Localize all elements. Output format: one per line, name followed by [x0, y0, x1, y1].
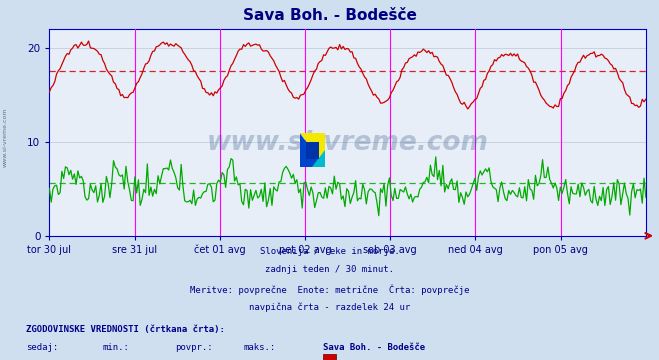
Text: Sava Boh. - Bodešče: Sava Boh. - Bodešče: [243, 8, 416, 23]
Polygon shape: [312, 150, 325, 167]
Text: www.si-vreme.com: www.si-vreme.com: [207, 130, 488, 156]
Text: sedaj:: sedaj:: [26, 343, 59, 352]
Text: Meritve: povprečne  Enote: metrične  Črta: povprečje: Meritve: povprečne Enote: metrične Črta:…: [190, 284, 469, 294]
Text: ZGODOVINSKE VREDNOSTI (črtkana črta):: ZGODOVINSKE VREDNOSTI (črtkana črta):: [26, 325, 225, 334]
Polygon shape: [306, 142, 319, 159]
Text: zadnji teden / 30 minut.: zadnji teden / 30 minut.: [265, 265, 394, 274]
Text: Sava Boh. - Bodešče: Sava Boh. - Bodešče: [323, 343, 425, 352]
Text: povpr.:: povpr.:: [175, 343, 212, 352]
Text: Slovenija / reke in morje.: Slovenija / reke in morje.: [260, 247, 399, 256]
Text: maks.:: maks.:: [244, 343, 276, 352]
Polygon shape: [300, 133, 325, 167]
Text: min.:: min.:: [102, 343, 129, 352]
Text: navpična črta - razdelek 24 ur: navpična črta - razdelek 24 ur: [249, 303, 410, 312]
Polygon shape: [300, 133, 325, 167]
Text: www.si-vreme.com: www.si-vreme.com: [3, 107, 8, 167]
